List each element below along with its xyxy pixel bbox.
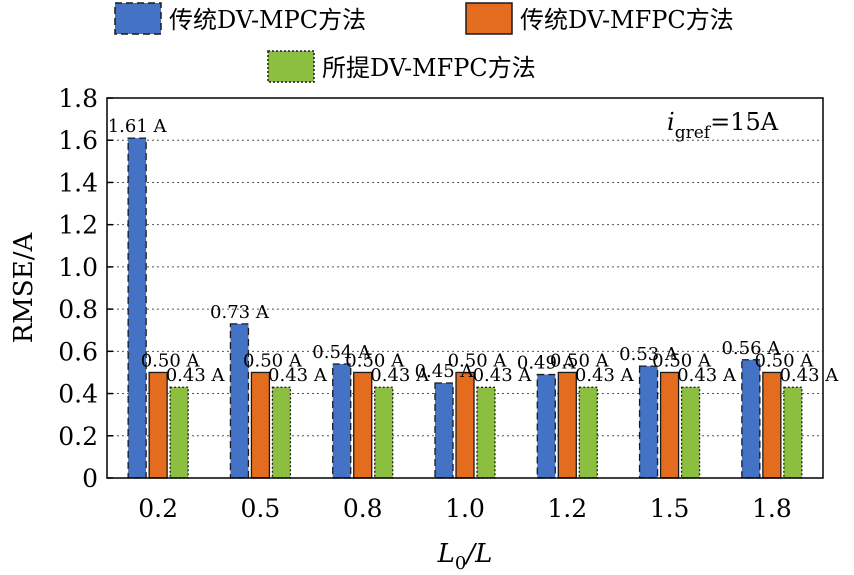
data-label-series-1-0.8: 0.54 A — [312, 342, 372, 363]
y-axis-title: RMSE/A — [9, 232, 39, 344]
data-label-series-1-1.0: 0.45 A — [415, 361, 475, 382]
bar-series-1-1.2 — [536, 373, 556, 479]
data-label-series-3-0.2: 0.43 A — [166, 365, 226, 386]
y-tick-label-4: 0.8 — [58, 295, 98, 324]
data-label-series-2-1.5: 0.50 A — [652, 350, 712, 371]
x-tick-label-0: 0.2 — [138, 494, 178, 523]
legend-swatch-series-3 — [267, 50, 315, 83]
data-label-series-1-0.2: 1.61 A — [108, 116, 168, 137]
bar-series-1-0.5 — [229, 323, 250, 479]
y-tick-label-3: 0.6 — [58, 337, 98, 366]
bar-series-1-1.8 — [741, 359, 761, 479]
y-tick-label-0: 0 — [82, 464, 98, 493]
y-tick-label-6: 1.2 — [58, 211, 98, 240]
data-label-series-2-1.0: 0.50 A — [448, 350, 508, 371]
data-label-series-1-1.2: 0.49 A — [517, 353, 577, 374]
x-tick-label-3: 1.0 — [445, 494, 485, 523]
bar-series-3-1.5 — [680, 386, 701, 479]
bar-series-3-1.0 — [476, 386, 496, 479]
bar-series-2-0.2 — [148, 371, 168, 479]
data-labels: 1.61 A 0.73 A 0.54 A 0.45 A 0.49 A 0.53 A 0.56… — [108, 116, 840, 386]
bar-series-2-0.8 — [353, 371, 373, 479]
x-axis-title: L0/L — [437, 539, 493, 574]
bar-series-1-0.8 — [332, 363, 352, 479]
data-label-series-3-1.5: 0.43 A — [677, 365, 737, 386]
x-tick-label-4: 1.2 — [547, 494, 587, 523]
bar-series-1-0.2 — [127, 137, 147, 479]
y-axis: 0 0.2 0.4 0.6 0.8 1.0 1.2 1.4 1.6 1.8 — [58, 84, 113, 493]
y-tick-label-7: 1.4 — [58, 168, 98, 197]
data-label-series-1-0.5: 0.73 A — [210, 302, 270, 323]
bar-series-3-1.8 — [783, 386, 803, 479]
y-tick-label-5: 1.0 — [58, 253, 98, 282]
data-label-series-1-1.5: 0.53 A — [619, 344, 679, 365]
bar-series-3-0.8 — [374, 386, 394, 479]
x-tick-label-6: 1.8 — [752, 494, 792, 523]
x-tick-label-2: 0.8 — [343, 494, 383, 523]
y-tick-label-8: 1.6 — [58, 126, 98, 155]
bar-series-1-1.5 — [638, 365, 659, 479]
grid — [107, 139, 823, 437]
legend-label-series-1: 传统DV-MPC方法 — [169, 6, 366, 34]
data-label-series-2-0.2: 0.50 A — [141, 350, 201, 371]
bar-series-3-0.5 — [271, 386, 292, 479]
data-label-series-3-1.0: 0.43 A — [473, 365, 533, 386]
data-label-series-2-0.5: 0.50 A — [243, 350, 303, 371]
y-tick-label-9: 1.8 — [58, 84, 98, 113]
y-tick-label-1: 0.2 — [58, 422, 98, 451]
data-label-series-3-0.8: 0.43 A — [370, 365, 430, 386]
bar-series-2-1.0 — [455, 371, 475, 479]
bar-series-3-1.2 — [578, 386, 598, 479]
data-label-series-2-0.8: 0.50 A — [345, 350, 405, 371]
data-label-series-2-1.2: 0.50 A — [550, 350, 610, 371]
data-label-series-3-0.5: 0.43 A — [268, 365, 328, 386]
x-tick-label-5: 1.5 — [650, 494, 690, 523]
x-tick-label-1: 0.5 — [241, 494, 281, 523]
data-label-series-2-1.8: 0.50 A — [754, 350, 814, 371]
data-label-series-1-1.8: 0.56 A — [721, 338, 781, 359]
current-reference-annotation: igref=15A — [667, 108, 779, 143]
legend-label-series-2: 传统DV-MFPC方法 — [520, 6, 734, 34]
legend-label-series-3: 所提DV-MFPC方法 — [322, 54, 536, 82]
bar-series-2-1.8 — [762, 371, 782, 479]
bar-series-2-0.5 — [250, 371, 271, 479]
plot-frame — [106, 97, 824, 479]
legend: 传统DV-MPC方法 传统DV-MFPC方法 所提DV-MFPC方法 — [114, 2, 734, 83]
y-tick-label-2: 0.4 — [58, 380, 98, 409]
bar-series-2-1.2 — [557, 371, 577, 479]
bar-series-2-1.5 — [659, 371, 680, 479]
data-label-series-3-1.8: 0.43 A — [779, 365, 839, 386]
legend-swatch-series-2 — [465, 2, 513, 35]
legend-swatch-series-1 — [114, 2, 162, 35]
bar-series-3-0.2 — [169, 386, 189, 479]
data-label-series-3-1.2: 0.43 A — [575, 365, 635, 386]
bar-series-1-1.0 — [434, 382, 454, 479]
x-axis: 0.2 0.5 0.8 1.0 1.2 1.5 1.8 — [138, 494, 791, 523]
